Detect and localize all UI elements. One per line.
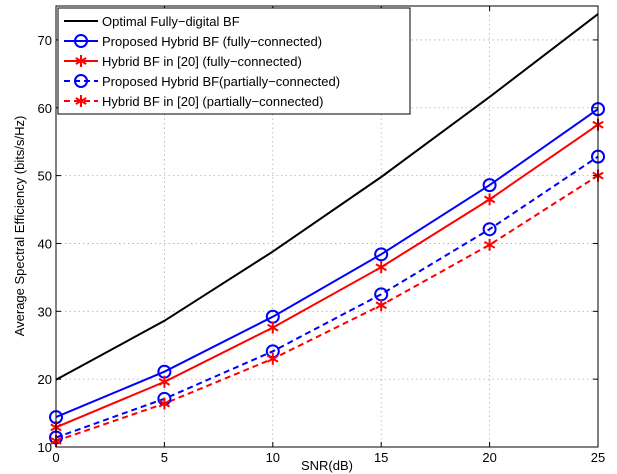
series-line-2 xyxy=(55,123,599,429)
marker-stroke xyxy=(158,378,171,386)
data-point-series-3 xyxy=(482,222,497,237)
y-tick-label: 50 xyxy=(38,169,52,184)
series-line-3 xyxy=(55,155,599,439)
series-line-4 xyxy=(55,174,599,442)
legend-label-2: Hybrid BF in [20] (fully−connected) xyxy=(102,54,302,69)
data-point-series-2 xyxy=(375,261,387,274)
legend-swatch-marker-2 xyxy=(75,55,87,67)
legend-box xyxy=(57,7,411,115)
y-tick-label: 30 xyxy=(38,304,52,319)
legend-swatch-marker-1 xyxy=(74,34,88,48)
legend-label-4: Hybrid BF in [20] (partially−connected) xyxy=(102,94,323,109)
x-tick-labels: 0 5 10 15 20 25 xyxy=(52,450,605,465)
marker-stroke xyxy=(75,97,87,105)
x-tick-label: 15 xyxy=(374,450,388,465)
y-axis-label: Average Spectral Efficiency (bits/s/Hz) xyxy=(12,116,27,337)
y-tick-label: 60 xyxy=(38,101,52,116)
data-point-series-1 xyxy=(482,178,497,193)
data-point-series-1 xyxy=(374,247,389,262)
x-axis-label: SNR(dB) xyxy=(301,458,353,473)
data-point-series-4 xyxy=(375,299,387,312)
legend-swatch-marker-4 xyxy=(75,95,87,107)
legend-label-0: Optimal Fully−digital BF xyxy=(102,14,240,29)
y-tick-label: 20 xyxy=(38,372,52,387)
data-point-series-4 xyxy=(483,238,496,251)
legend-label-1: Proposed Hybrid BF (fully−connected) xyxy=(102,34,322,49)
legend-label-3: Proposed Hybrid BF(partially−connected) xyxy=(102,74,340,89)
data-point-series-2 xyxy=(483,193,496,206)
marker-stroke xyxy=(267,323,279,332)
series-line-0 xyxy=(55,13,599,381)
x-tick-label: 0 xyxy=(52,450,59,465)
legend: Optimal Fully−digital BF Proposed Hybrid … xyxy=(57,7,411,115)
y-tick-label: 10 xyxy=(38,440,52,455)
data-point-series-2 xyxy=(158,375,171,388)
legend-swatch-marker-3 xyxy=(74,74,88,88)
marker-stroke xyxy=(375,301,387,310)
marker-stroke xyxy=(267,354,279,363)
data-point-series-2 xyxy=(267,321,279,334)
series-lines xyxy=(55,13,599,442)
data-point-series-4 xyxy=(267,352,279,365)
marker-stroke xyxy=(75,57,87,65)
y-tick-label: 70 xyxy=(38,33,52,48)
y-tick-label: 40 xyxy=(38,236,52,251)
data-point-series-4 xyxy=(158,397,171,410)
x-tick-label: 20 xyxy=(482,450,496,465)
x-tick-label: 5 xyxy=(161,450,168,465)
marker-stroke xyxy=(483,240,496,249)
axis-ticks xyxy=(55,6,599,448)
x-tick-label: 10 xyxy=(266,450,280,465)
marker-stroke xyxy=(375,263,387,272)
x-tick-label: 25 xyxy=(591,450,605,465)
marker-stroke xyxy=(158,399,171,408)
series-line-1 xyxy=(55,108,599,419)
plot-frame xyxy=(55,5,599,448)
y-tick-labels: 10 20 30 40 50 60 70 xyxy=(38,33,52,455)
marker-stroke xyxy=(483,195,496,204)
